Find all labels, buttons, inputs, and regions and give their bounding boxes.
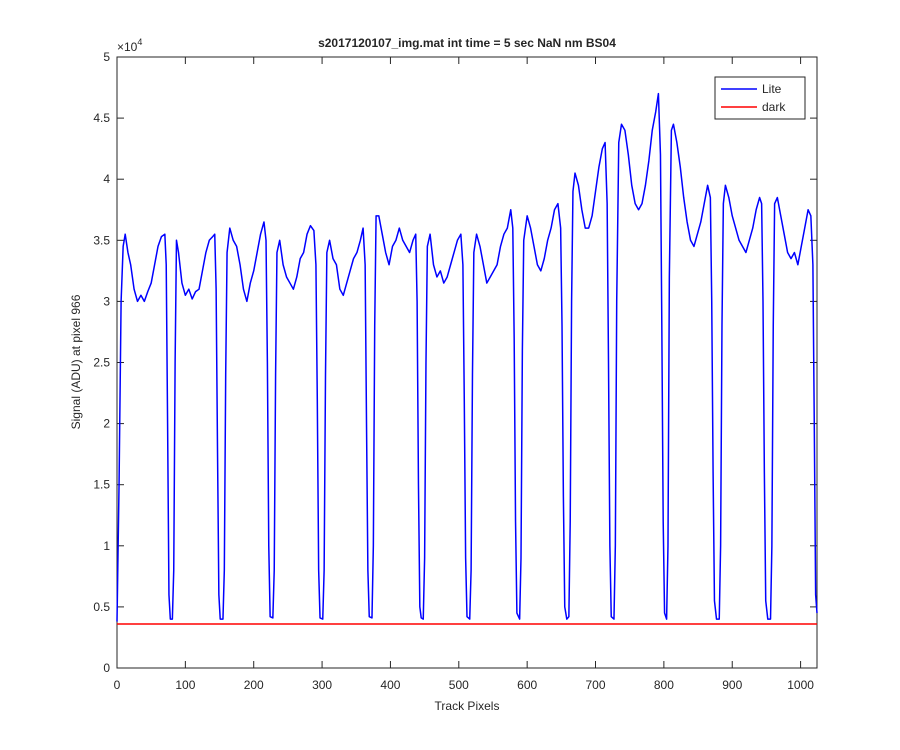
x-tick-label: 900 xyxy=(722,678,742,692)
x-tick-label: 1000 xyxy=(787,678,814,692)
y-tick-label: 1 xyxy=(103,539,110,553)
x-tick-label: 300 xyxy=(312,678,332,692)
legend-label: dark xyxy=(762,100,786,114)
x-tick-label: 700 xyxy=(586,678,606,692)
plot-area xyxy=(116,56,818,669)
x-axis-label: Track Pixels xyxy=(435,699,500,713)
y-tick-label: 5 xyxy=(103,50,110,64)
x-tick-label: 500 xyxy=(449,678,469,692)
y-tick-label: 2 xyxy=(103,417,110,431)
legend: Lite dark xyxy=(714,76,806,120)
y-multiplier-base: ×10 xyxy=(117,40,138,54)
y-tick-label: 1.5 xyxy=(93,478,110,492)
legend-label: Lite xyxy=(762,82,782,96)
x-tick-label: 600 xyxy=(517,678,537,692)
x-tick-label: 200 xyxy=(244,678,264,692)
x-tick-label: 800 xyxy=(654,678,674,692)
y-tick-label: 3 xyxy=(103,294,110,308)
y-tick-label: 0.5 xyxy=(93,600,110,614)
y-tick-label: 3.5 xyxy=(93,233,110,247)
x-tick-label: 0 xyxy=(114,678,121,692)
y-axis-label: Signal (ADU) at pixel 966 xyxy=(69,294,83,429)
y-tick-label: 4 xyxy=(103,172,110,186)
chart-title: s2017120107_img.mat int time = 5 sec NaN… xyxy=(318,36,616,50)
legend-box xyxy=(714,76,806,120)
y-multiplier: ×104 xyxy=(117,37,142,54)
y-multiplier-exponent: 4 xyxy=(137,37,142,47)
y-tick-label: 2.5 xyxy=(93,356,110,370)
data-line xyxy=(116,92,818,622)
x-tick-label: 400 xyxy=(380,678,400,692)
y-tick-label: 0 xyxy=(103,661,110,675)
x-tick-label: 100 xyxy=(175,678,195,692)
y-tick-label: 4.5 xyxy=(93,111,110,125)
